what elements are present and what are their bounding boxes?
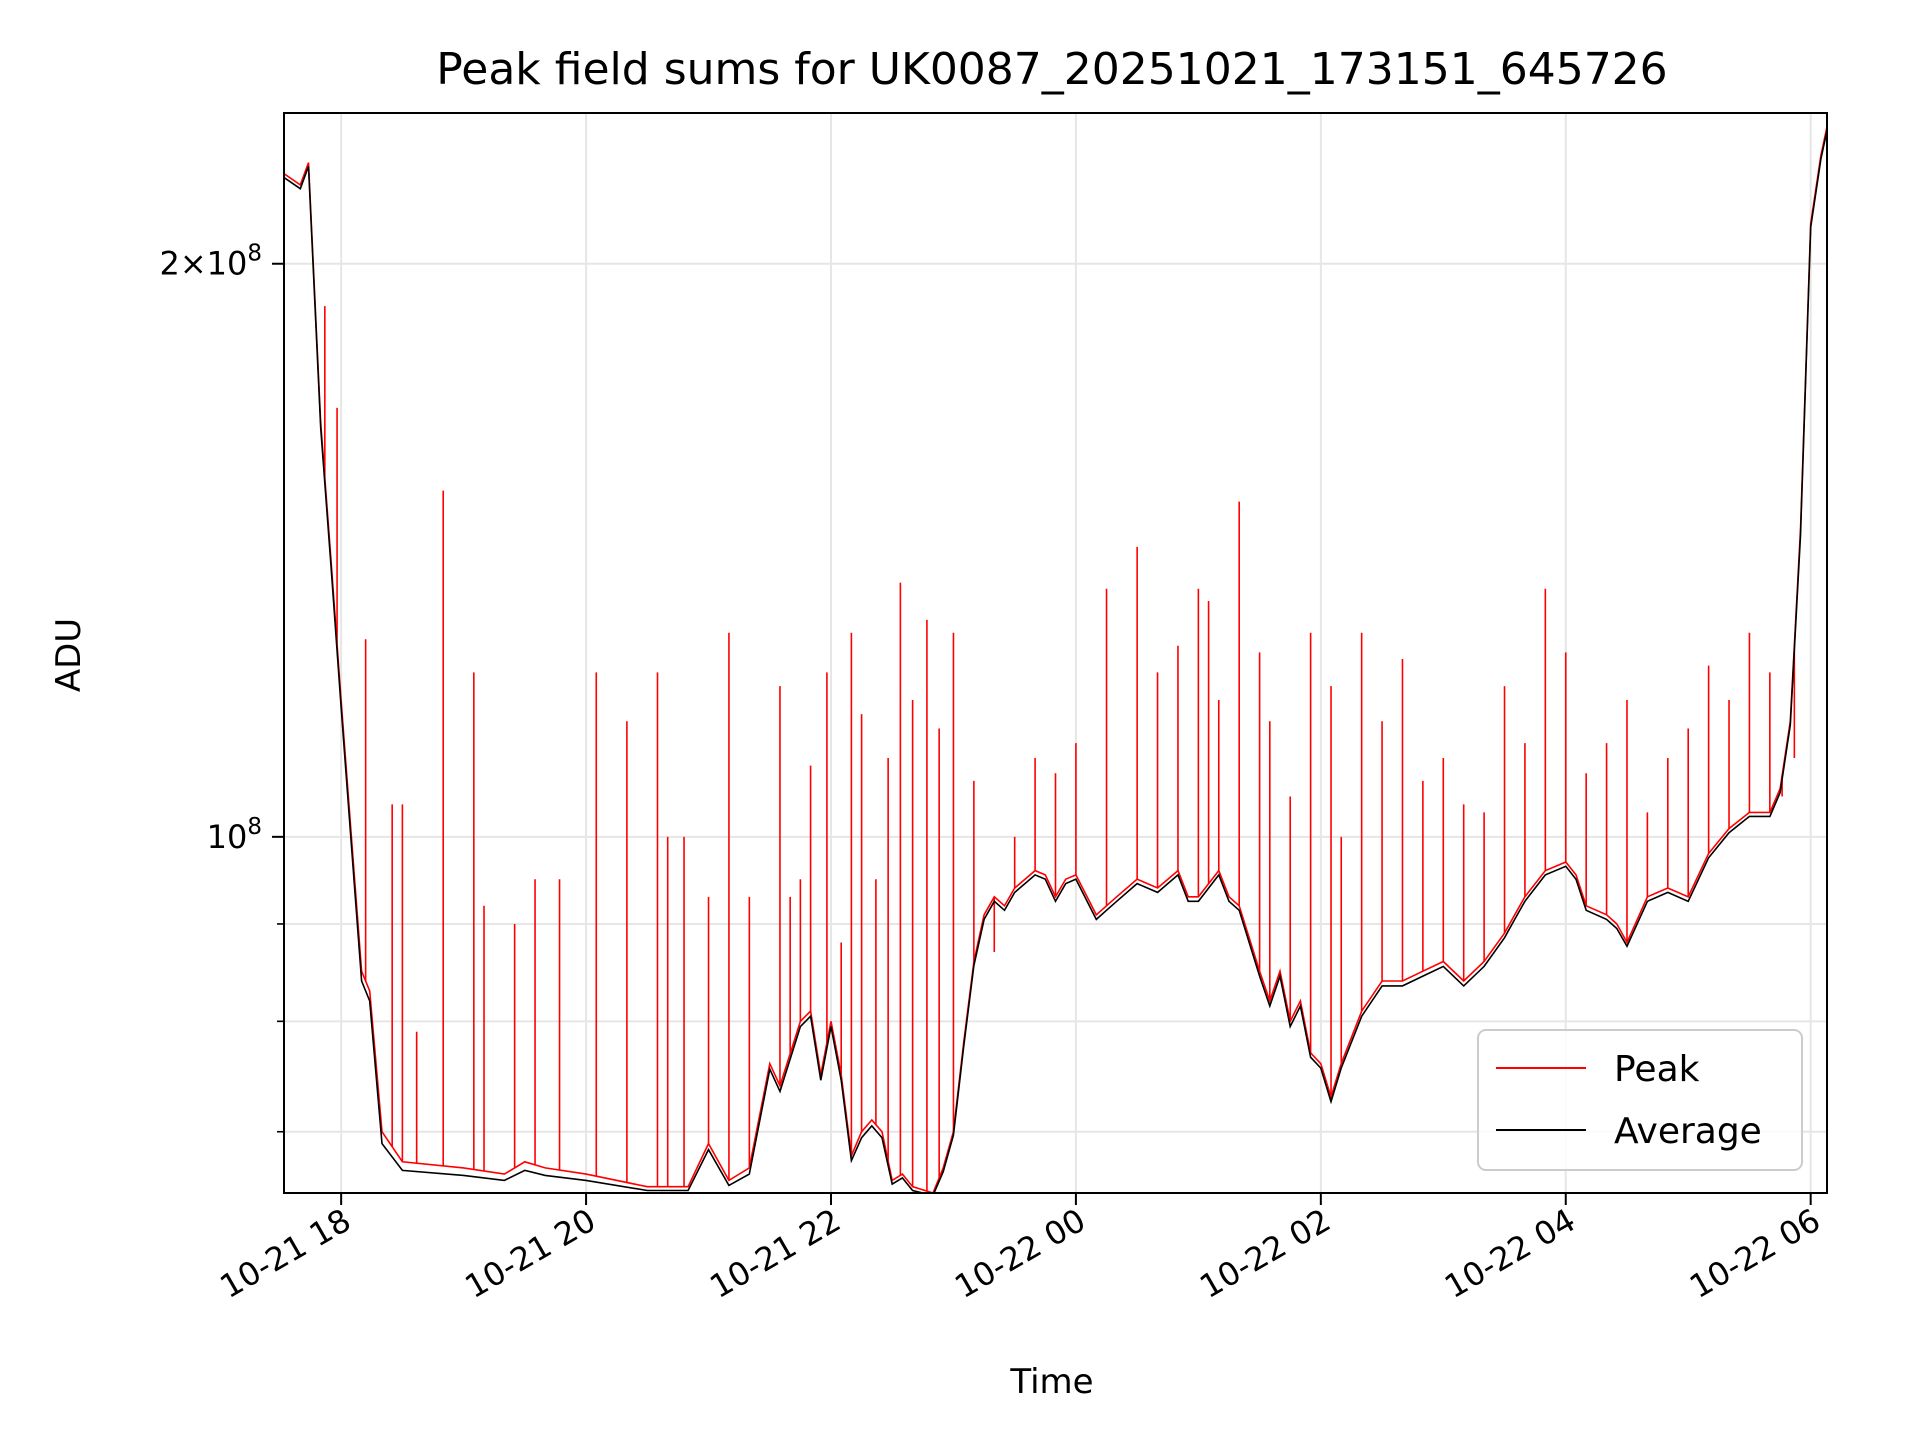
chart-title: Peak field sums for UK0087_20251021_1731…: [436, 44, 1667, 95]
legend: Peak Average: [1477, 1029, 1803, 1171]
legend-label-peak: Peak: [1614, 1049, 1700, 1090]
peak-spikes: [324, 306, 1796, 1192]
series-line-average: [284, 130, 1827, 1193]
plot-area-frame: [283, 112, 1828, 1194]
x-axis-label: Time: [1009, 1362, 1093, 1402]
legend-label-average: Average: [1614, 1111, 1762, 1152]
y-axis-label: ADU: [49, 618, 89, 692]
y-axis-ticks: 108 2×108: [159, 241, 284, 1133]
plot-lines: [284, 126, 1827, 1193]
series-line-peak: [284, 126, 1827, 1193]
legend-box: [1477, 1029, 1803, 1171]
y-tick-label: 2×108: [159, 241, 262, 283]
y-tick-label: 108: [207, 814, 262, 856]
